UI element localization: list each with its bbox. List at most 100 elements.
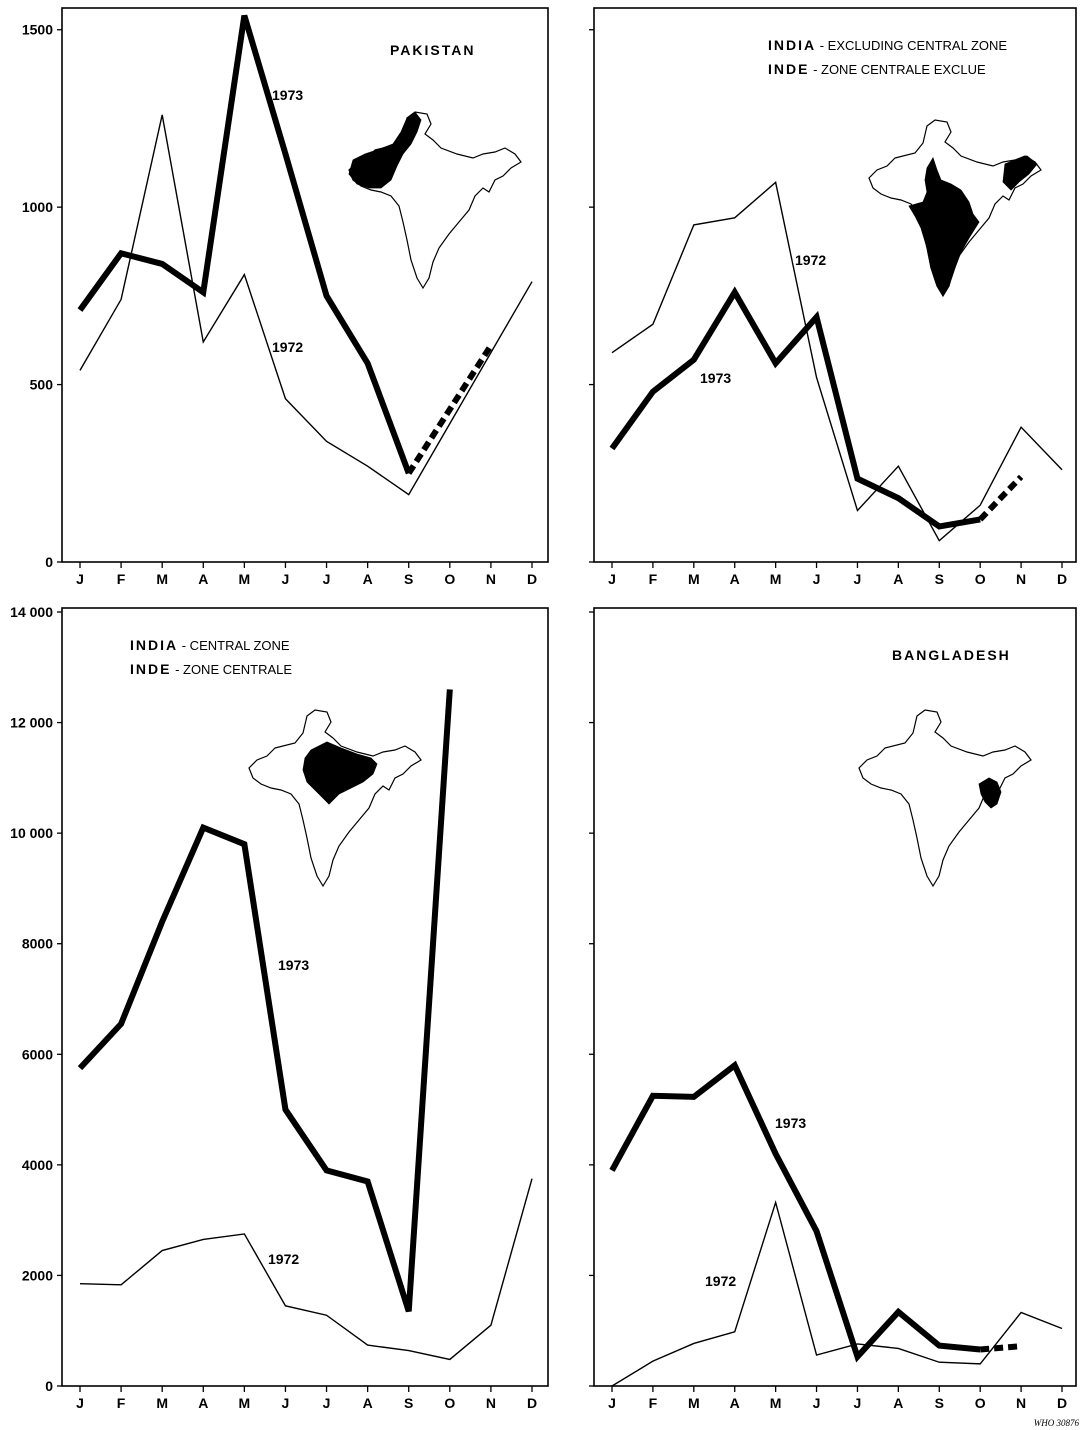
map-outline <box>858 709 1032 888</box>
panel-title: INDIA - EXCLUDING CENTRAL ZONE <box>768 37 1007 53</box>
map-highlight-region <box>908 155 1038 297</box>
map-highlight-region <box>978 777 1002 809</box>
x-tick-label: J <box>608 1395 616 1411</box>
y-tick-label: 8000 <box>22 936 53 952</box>
panel-title: INDIA - CENTRAL ZONE <box>130 637 290 653</box>
y-tick-label: 4000 <box>22 1157 53 1173</box>
x-tick-label: J <box>854 1395 862 1411</box>
x-tick-label: M <box>688 571 700 587</box>
plot-frame <box>61 7 549 563</box>
x-tick-label: J <box>854 571 862 587</box>
x-tick-label: A <box>730 571 740 587</box>
x-tick-label: F <box>117 1395 126 1411</box>
series-dashed-projection-1973 <box>406 343 494 475</box>
series-line-1972 <box>79 114 533 496</box>
x-tick-label: M <box>688 1395 700 1411</box>
panel-title: PAKISTAN <box>390 42 475 58</box>
x-tick-label: O <box>444 571 455 587</box>
x-tick-label: N <box>1016 571 1026 587</box>
series-dashed-projection-1973 <box>978 474 1024 522</box>
x-tick-label: J <box>323 1395 331 1411</box>
y-tick-label: 2000 <box>22 1267 53 1283</box>
x-tick-label: J <box>76 571 84 587</box>
x-tick-label: S <box>404 1395 413 1411</box>
y-tick-label: 1000 <box>22 199 53 215</box>
x-tick-label: A <box>363 571 373 587</box>
x-tick-label: A <box>363 1395 373 1411</box>
map-outline <box>348 111 522 290</box>
series-label-1972: 1972 <box>272 339 303 355</box>
chart-panel-4: J F M A M J J A S O N D BANGLADESH 1973 1972 <box>589 607 1077 1411</box>
x-tick-label: N <box>486 1395 496 1411</box>
y-tick-label: 14 000 <box>10 604 53 620</box>
series-label-1972: 1972 <box>705 1273 736 1289</box>
series-label-1972: 1972 <box>795 252 826 268</box>
x-tick-label: O <box>975 571 986 587</box>
chart-panel-3: 0 2000 4000 6000 8000 10 000 12 000 14 000 J F M A M… <box>10 604 549 1411</box>
y-tick-label: 10 000 <box>10 825 53 841</box>
map-highlight-region <box>348 111 422 189</box>
series-label-1973: 1973 <box>775 1115 806 1131</box>
series-line-1972 <box>611 181 1063 542</box>
figure-credit: WHO 30876 <box>1033 1418 1079 1428</box>
x-tick-label: S <box>404 571 413 587</box>
panel-title: BANGLADESH <box>892 647 1011 663</box>
x-tick-label: F <box>649 571 658 587</box>
x-tick-label: M <box>156 571 168 587</box>
x-tick-label: M <box>239 571 251 587</box>
series-label-1973: 1973 <box>272 87 303 103</box>
x-tick-label: D <box>1057 1395 1067 1411</box>
series-line-1972 <box>79 1178 533 1361</box>
map-highlight-region <box>302 741 378 805</box>
plot-frame <box>61 607 549 1387</box>
x-tick-label: J <box>282 571 290 587</box>
y-tick-label: 6000 <box>22 1046 53 1062</box>
plot-frame <box>593 7 1077 563</box>
x-tick-label: N <box>486 571 496 587</box>
series-line-1973 <box>609 286 981 530</box>
series-line-1973 <box>77 689 453 1313</box>
map-india-excluding-central-icon <box>868 119 1042 298</box>
chart-panel-1: 0 500 1000 1500 J F M A M J J A S O N D PAKISTAN 1973 1972 <box>22 7 549 587</box>
x-tick-label: D <box>1057 571 1067 587</box>
y-tick-label: 1500 <box>22 22 53 38</box>
series-label-1973: 1973 <box>700 370 731 386</box>
x-tick-label: A <box>198 571 208 587</box>
x-tick-label: F <box>649 1395 658 1411</box>
x-tick-label: J <box>323 571 331 587</box>
series-line-1972 <box>611 1199 1063 1387</box>
series-label-1972: 1972 <box>268 1251 299 1267</box>
map-pakistan-highlighted-icon <box>348 111 522 290</box>
panel-title: INDE - ZONE CENTRALE <box>130 661 292 677</box>
map-bangladesh-highlighted-icon <box>858 709 1032 888</box>
x-tick-label: D <box>527 1395 537 1411</box>
x-tick-label: D <box>527 571 537 587</box>
series-line-1973 <box>609 1060 981 1363</box>
x-tick-label: J <box>608 571 616 587</box>
panel-title: INDE - ZONE CENTRALE EXCLUE <box>768 61 986 77</box>
x-tick-label: M <box>156 1395 168 1411</box>
y-tick-label: 12 000 <box>10 715 53 731</box>
y-tick-label: 0 <box>45 554 53 570</box>
series-label-1973: 1973 <box>278 957 309 973</box>
x-tick-label: O <box>444 1395 455 1411</box>
x-tick-label: J <box>813 571 821 587</box>
plot-frame <box>593 607 1077 1387</box>
x-tick-label: N <box>1016 1395 1026 1411</box>
x-tick-label: J <box>282 1395 290 1411</box>
x-tick-label: S <box>935 1395 944 1411</box>
y-tick-label: 500 <box>30 377 54 393</box>
y-tick-label: 0 <box>45 1378 53 1394</box>
x-tick-label: M <box>770 1395 782 1411</box>
x-tick-label: A <box>730 1395 740 1411</box>
x-tick-label: O <box>975 1395 986 1411</box>
x-tick-label: F <box>117 571 126 587</box>
chart-panel-2: J F M A M J J A S O N D INDIA - EXCLUDING CENTRAL ZO… <box>589 7 1077 587</box>
x-tick-label: S <box>935 571 944 587</box>
x-tick-label: M <box>770 571 782 587</box>
series-line-1973 <box>77 14 412 475</box>
x-tick-label: A <box>198 1395 208 1411</box>
x-tick-label: J <box>76 1395 84 1411</box>
map-india-central-zone-icon <box>248 709 422 888</box>
